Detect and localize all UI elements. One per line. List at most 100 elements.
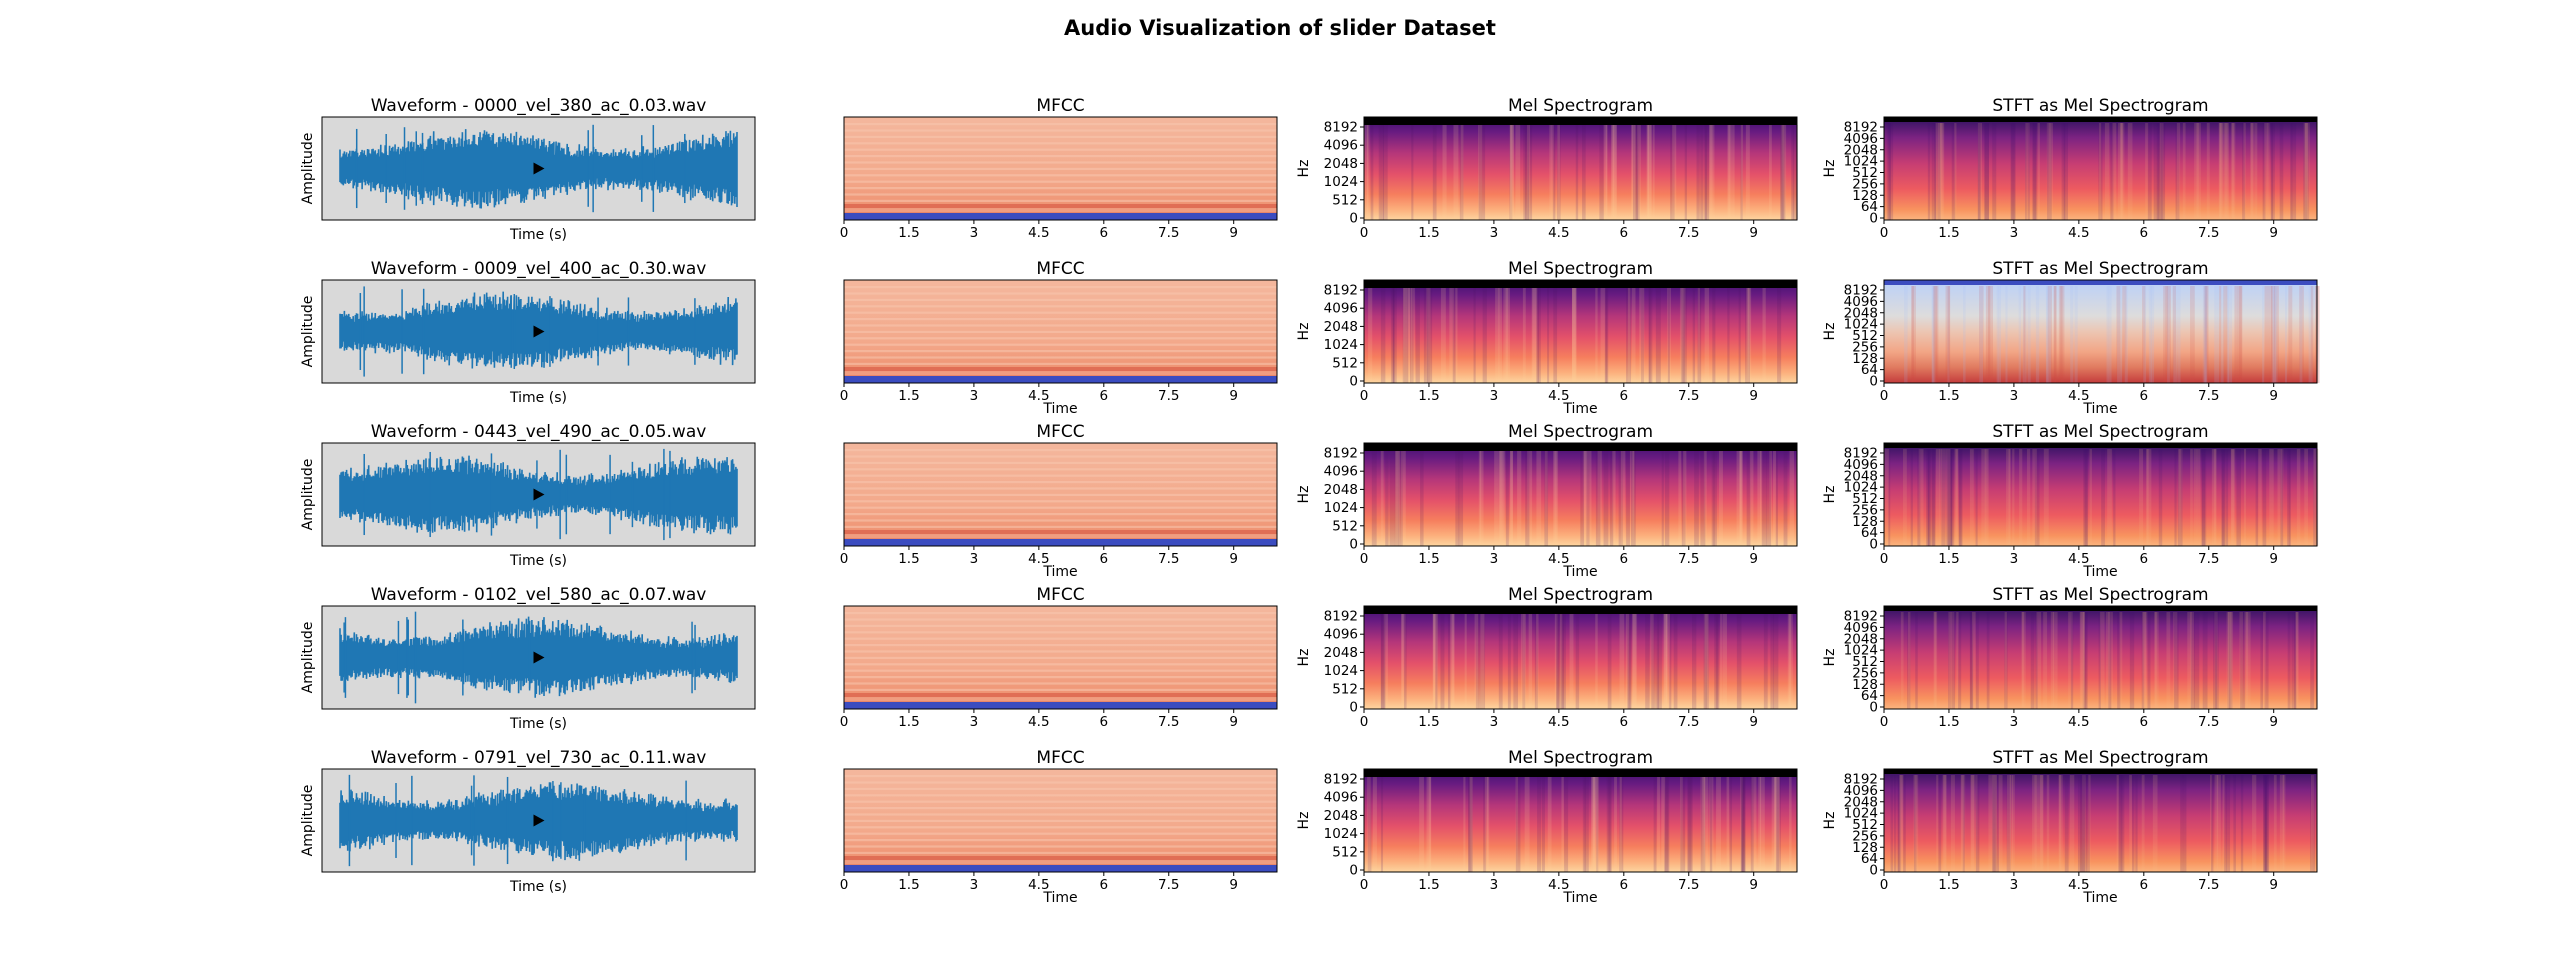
x-tick-label: 0 [1880,877,1889,893]
x-tick-label: 3 [2010,225,2019,241]
y-tick-label: 128 [1852,514,1878,530]
mel-texture [1653,777,1657,872]
stft-texture [2150,286,2155,383]
mel-texture [1470,777,1473,872]
stft-texture [1907,612,1911,709]
stft-texture [2304,449,2309,546]
x-tick-label: 9 [2269,714,2278,730]
mel-texture [1597,451,1602,546]
mel-texture [1469,777,1472,872]
stft-texture [1931,286,1936,383]
play-icon [533,488,545,501]
stft-texture [2291,612,2297,709]
mel-texture [1626,451,1630,546]
mel-texture [1610,125,1615,220]
x-tick-label: 3 [1490,877,1499,893]
mel-texture [1389,451,1395,546]
mel-texture [1680,777,1686,872]
stft-heatmap [1884,606,2317,709]
mel-texture [1757,451,1762,546]
x-tick-label: 3 [2010,877,2019,893]
x-tick-label: 4.5 [1028,225,1049,241]
mel-texture [1481,125,1486,220]
stft-texture [1941,449,1946,546]
stft-texture [1888,123,1891,220]
mel-texture [1403,288,1408,383]
y-tick-label: 0 [1869,863,1878,879]
x-tick-label: 3 [970,388,979,404]
x-tick-label: 0 [840,388,849,404]
stft-texture [2083,449,2089,546]
mel-texture [1364,125,1369,220]
mel-texture [1372,777,1377,872]
y-tick-label: 64 [1861,851,1878,867]
mel-texture [1527,125,1530,220]
x-axis-label: Time [2082,890,2117,906]
stft-texture [2205,286,2208,383]
stft-texture [2082,612,2086,709]
mel-texture [1367,777,1372,872]
stft-texture [2243,123,2246,220]
mel-texture [1783,451,1788,546]
mel-texture [1367,777,1371,872]
stft-texture [2006,775,2011,872]
mel-texture [1380,777,1384,872]
stft-texture [1888,449,1891,546]
x-tick-label: 9 [2269,877,2278,893]
mfcc-band [844,487,1277,490]
mel-texture [1524,125,1529,220]
stft-texture [2172,286,2177,383]
mel-texture [1600,288,1606,383]
subplot-grid: Waveform - 0000_vel_380_ac_0.03.wav Ampli… [300,96,2320,906]
waveform-title: Waveform - 0102_vel_580_ac_0.07.wav [371,585,707,605]
mfcc-band [844,449,1277,452]
stft-texture [1889,123,1894,220]
mel-texture [1687,777,1692,872]
stft-texture [2086,775,2090,872]
stft-texture [2099,612,2105,709]
stft-texture [1958,612,1962,709]
mel-texture [1440,288,1446,383]
mel-texture [1555,614,1560,709]
y-tick-label: 1024 [1844,317,1878,333]
x-tick-label: 6 [1620,225,1629,241]
stft-heatmap [1884,443,2317,546]
mel-texture [1500,451,1506,546]
waveform-title: Waveform - 0009_vel_400_ac_0.30.wav [371,259,707,279]
play-icon [533,814,545,827]
mel-texture [1368,288,1373,383]
stft-texture [2167,286,2171,383]
stft-texture [1933,612,1937,709]
stft-texture [2079,612,2085,709]
stft-texture [2177,286,2181,383]
mel-texture [1525,451,1530,546]
stft-texture [2287,612,2291,709]
x-tick-label: 3 [2010,551,2019,567]
x-tick-label: 1.5 [898,388,919,404]
x-tick-label: 6 [2140,877,2149,893]
stft-texture [2064,775,2069,872]
stft-texture [2118,775,2121,872]
stft-texture [2173,612,2178,709]
mel-texture [1773,777,1777,872]
mel-texture [1553,288,1558,383]
stft-texture [2077,775,2083,872]
mel-texture [1746,288,1750,383]
mel-texture [1528,614,1533,709]
stft-texture [2082,775,2087,872]
mel-texture [1527,125,1533,220]
stft-texture [2012,449,2015,546]
stft-texture [2004,612,2008,709]
stft-texture [2304,123,2310,220]
stft-texture [1984,449,1988,546]
mel-texture [1709,777,1713,872]
mel-texture [1478,125,1482,220]
mel-texture [1410,288,1414,383]
mel-texture [1510,451,1514,546]
stft-texture [2012,775,2015,872]
stft-texture [2054,286,2057,383]
mel-texture [1692,614,1697,709]
stft-texture [1975,775,1980,872]
stft-texture [2230,449,2234,546]
stft-texture [2145,123,2149,220]
